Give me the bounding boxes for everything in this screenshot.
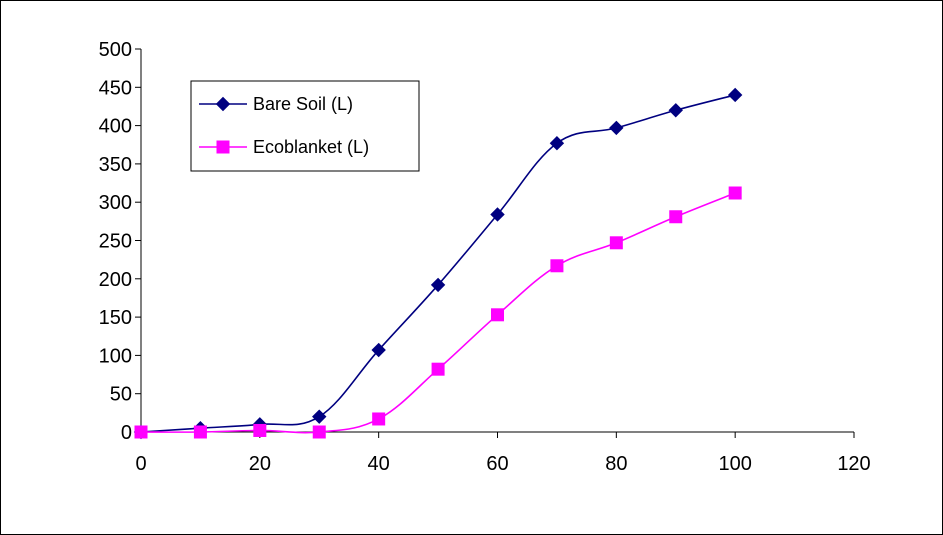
y-tick-label: 50 — [110, 384, 132, 406]
y-tick-label: 400 — [99, 116, 132, 138]
y-tick-label: 250 — [99, 231, 132, 253]
y-tick-label: 150 — [99, 307, 132, 329]
legend: Bare Soil (L) Ecoblanket (L) — [190, 80, 420, 172]
x-tick-label: 0 — [135, 453, 146, 475]
data-point-ecoblanket-l — [193, 425, 207, 439]
legend-item-ecoblanket-l: Ecoblanket (L) — [199, 137, 369, 157]
y-tick-label: 500 — [99, 39, 132, 61]
data-point-ecoblanket-l — [550, 259, 564, 273]
data-point-bare-soil-l — [609, 120, 624, 136]
x-tick-label: 20 — [249, 453, 271, 475]
x-tick-label: 60 — [486, 453, 508, 475]
x-tick-label: 120 — [837, 453, 870, 475]
legend-marker — [215, 96, 231, 112]
legend-marker — [216, 140, 230, 154]
series-line-ecoblanket-l — [140, 192, 736, 434]
data-point-bare-soil-l — [430, 277, 446, 293]
data-point-bare-soil-l — [727, 87, 743, 103]
series-ecoblanket-l — [134, 186, 742, 439]
y-tick-label: 450 — [99, 77, 132, 99]
y-tick-label: 300 — [99, 192, 132, 214]
legend-box — [190, 80, 420, 172]
data-point-ecoblanket-l — [431, 362, 445, 376]
data-point-ecoblanket-l — [609, 236, 623, 250]
data-point-bare-soil-l — [668, 103, 683, 118]
data-point-ecoblanket-l — [728, 186, 742, 200]
legend-item-bare-soil-l: Bare Soil (L) — [199, 94, 353, 114]
y-tick-label: 0 — [121, 422, 132, 444]
data-point-ecoblanket-l — [669, 210, 683, 224]
data-point-ecoblanket-l — [312, 425, 326, 439]
data-point-bare-soil-l — [549, 136, 565, 151]
data-point-bare-soil-l — [371, 342, 386, 358]
series-layer — [133, 87, 743, 440]
y-tick-label: 350 — [99, 154, 132, 176]
data-point-ecoblanket-l — [491, 308, 504, 322]
data-point-ecoblanket-l — [372, 412, 386, 426]
axes: 0 50 100 150 200 250 300 350 400 450 500 0 20 40 60 80 1… — [99, 39, 871, 475]
legend-label: Ecoblanket (L) — [253, 137, 369, 157]
data-point-bare-soil-l — [312, 409, 327, 424]
legend-label: Bare Soil (L) — [253, 94, 353, 114]
x-tick-label: 100 — [718, 453, 751, 475]
x-tick-label: 40 — [368, 453, 390, 475]
x-tick-label: 80 — [605, 453, 627, 475]
data-point-bare-soil-l — [490, 207, 505, 222]
data-point-ecoblanket-l — [253, 423, 267, 437]
y-tick-label: 100 — [99, 345, 132, 367]
data-point-ecoblanket-l — [134, 425, 148, 439]
y-tick-label: 200 — [99, 269, 132, 291]
